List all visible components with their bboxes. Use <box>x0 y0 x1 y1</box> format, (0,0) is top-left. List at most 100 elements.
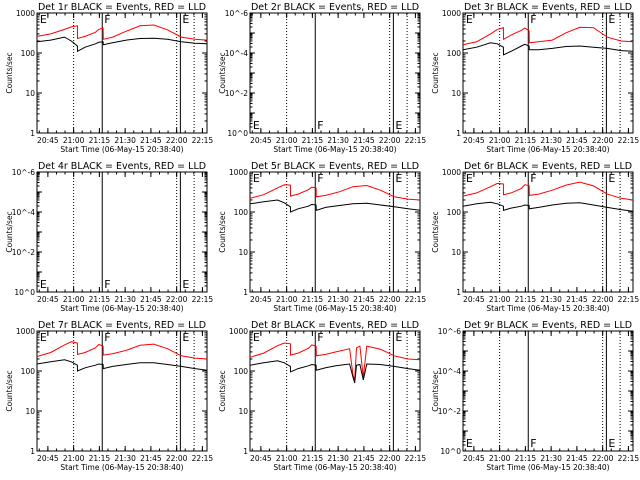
x-tick-label: 21:45 <box>140 136 162 145</box>
event-marker: E <box>40 331 47 344</box>
x-tick-label: 21:30 <box>540 295 562 304</box>
event-marker: E <box>253 331 260 344</box>
x-tick-label: 20:45 <box>37 295 59 304</box>
event-marker: E <box>182 278 189 291</box>
x-tick-label: 22:15 <box>618 295 640 304</box>
y-axis-label: Counts/sec <box>5 52 14 93</box>
series-lld-line <box>36 341 208 360</box>
series-lld-line <box>36 24 208 41</box>
y-tick-label: 100 <box>447 208 462 217</box>
event-marker: E <box>182 331 189 344</box>
x-tick-label: 21:30 <box>114 295 136 304</box>
x-tick-label: 22:15 <box>192 295 214 304</box>
x-tick-label: 21:15 <box>89 454 111 463</box>
panel-det-7: Det 7r BLACK = Events, RED = LLD 1 10 100 10… <box>5 320 213 472</box>
event-marker: F <box>104 331 110 344</box>
y-tick-label: 10^-2 <box>12 248 36 257</box>
x-tick-label: 21:15 <box>515 454 537 463</box>
panel-det-8: Det 8r BLACK = Events, RED = LLD 1 10 100 10… <box>218 320 426 472</box>
x-axis-label: Start Time (06-May-15 20:38:40) <box>60 145 183 154</box>
y-tick-label: 1 <box>456 288 461 297</box>
y-tick-label: 10^-4 <box>225 49 249 58</box>
event-marker: F <box>104 278 110 291</box>
series-events-line <box>36 359 208 372</box>
series-events-line <box>462 42 634 56</box>
y-axis-label: Counts/sec <box>431 370 440 411</box>
panel-title: Det 7r BLACK = Events, RED = LLD <box>38 320 206 331</box>
y-tick-label: 1 <box>30 129 35 138</box>
panel-det-3: Det 3r BLACK = Events, RED = LLD 1 10 100 10… <box>431 2 639 154</box>
series-lld-line <box>249 184 421 201</box>
y-tick-label: 10^-4 <box>12 208 36 217</box>
y-tick-label: 10 <box>238 407 248 416</box>
y-axis-label: Counts/sec <box>431 52 440 93</box>
event-marker: E <box>253 119 260 132</box>
x-tick-label: 20:45 <box>463 136 485 145</box>
x-tick-label: 21:45 <box>566 295 588 304</box>
x-tick-label: 20:45 <box>37 136 59 145</box>
y-tick-label: 10^-2 <box>438 407 462 416</box>
y-tick-label: 10 <box>25 407 35 416</box>
x-tick-label: 21:30 <box>327 295 349 304</box>
x-tick-label: 22:15 <box>405 295 427 304</box>
x-tick-label: 22:00 <box>166 136 188 145</box>
x-tick-label: 22:15 <box>618 136 640 145</box>
x-tick-label: 21:30 <box>114 136 136 145</box>
x-axis-label: Start Time (06-May-15 20:38:40) <box>273 145 396 154</box>
x-tick-label: 22:00 <box>379 454 401 463</box>
x-tick-label: 21:45 <box>566 136 588 145</box>
panel-det-2: Det 2r BLACK = Events, RED = LLD 10^0 10^-… <box>218 2 426 154</box>
y-tick-label: 10^-6 <box>438 327 462 336</box>
x-tick-label: 21:15 <box>89 295 111 304</box>
panel-title: Det 2r BLACK = Events, RED = LLD <box>251 2 419 13</box>
panel-title: Det 3r BLACK = Events, RED = LLD <box>464 2 632 13</box>
panel-title: Det 1r BLACK = Events, RED = LLD <box>38 2 206 13</box>
y-tick-label: 10^-4 <box>438 367 462 376</box>
series-events-line <box>249 199 421 213</box>
panel-det-6: Det 6r BLACK = Events, RED = LLD 1 10 100 10… <box>431 161 639 313</box>
plot-frame <box>462 171 634 293</box>
y-tick-label: 100 <box>21 49 36 58</box>
x-tick-label: 22:15 <box>405 454 427 463</box>
x-tick-label: 21:00 <box>276 295 298 304</box>
panel-det-9: Det 9r BLACK = Events, RED = LLD 10^0 10^-… <box>431 320 639 472</box>
y-tick-label: 10^-2 <box>225 89 249 98</box>
x-tick-label: 21:15 <box>515 136 537 145</box>
y-tick-label: 1 <box>243 447 248 456</box>
panel-det-1: Det 1r BLACK = Events, RED = LLD 1 10 100 10… <box>5 2 213 154</box>
event-marker: E <box>608 172 615 185</box>
plot-frame <box>462 12 634 134</box>
event-marker: E <box>466 437 473 450</box>
x-tick-label: 20:45 <box>250 136 272 145</box>
y-tick-label: 100 <box>234 208 249 217</box>
x-tick-label: 21:00 <box>63 295 85 304</box>
x-tick-label: 21:45 <box>566 454 588 463</box>
y-tick-label: 1000 <box>16 9 35 18</box>
event-marker: F <box>530 172 536 185</box>
event-marker: E <box>40 13 47 26</box>
plot-frame <box>36 330 208 452</box>
y-tick-label: 100 <box>234 367 249 376</box>
x-tick-label: 22:00 <box>592 454 614 463</box>
x-tick-label: 20:45 <box>463 295 485 304</box>
x-tick-label: 20:45 <box>463 454 485 463</box>
x-tick-label: 20:45 <box>250 454 272 463</box>
y-tick-label: 1000 <box>229 327 248 336</box>
y-tick-label: 10 <box>238 248 248 257</box>
x-tick-label: 22:00 <box>592 136 614 145</box>
x-tick-label: 21:45 <box>140 295 162 304</box>
y-tick-label: 1 <box>243 288 248 297</box>
y-tick-label: 1000 <box>229 168 248 177</box>
x-tick-label: 21:00 <box>489 295 511 304</box>
series-events-line <box>462 201 634 212</box>
x-tick-label: 21:15 <box>515 295 537 304</box>
x-tick-label: 21:45 <box>353 454 375 463</box>
y-tick-label: 1 <box>456 129 461 138</box>
plot-frame <box>462 330 634 452</box>
x-tick-label: 22:00 <box>379 295 401 304</box>
x-tick-label: 20:45 <box>37 454 59 463</box>
x-tick-label: 21:00 <box>276 136 298 145</box>
y-tick-label: 10^0 <box>440 447 461 456</box>
event-marker: F <box>317 331 323 344</box>
y-tick-label: 10^0 <box>14 288 35 297</box>
